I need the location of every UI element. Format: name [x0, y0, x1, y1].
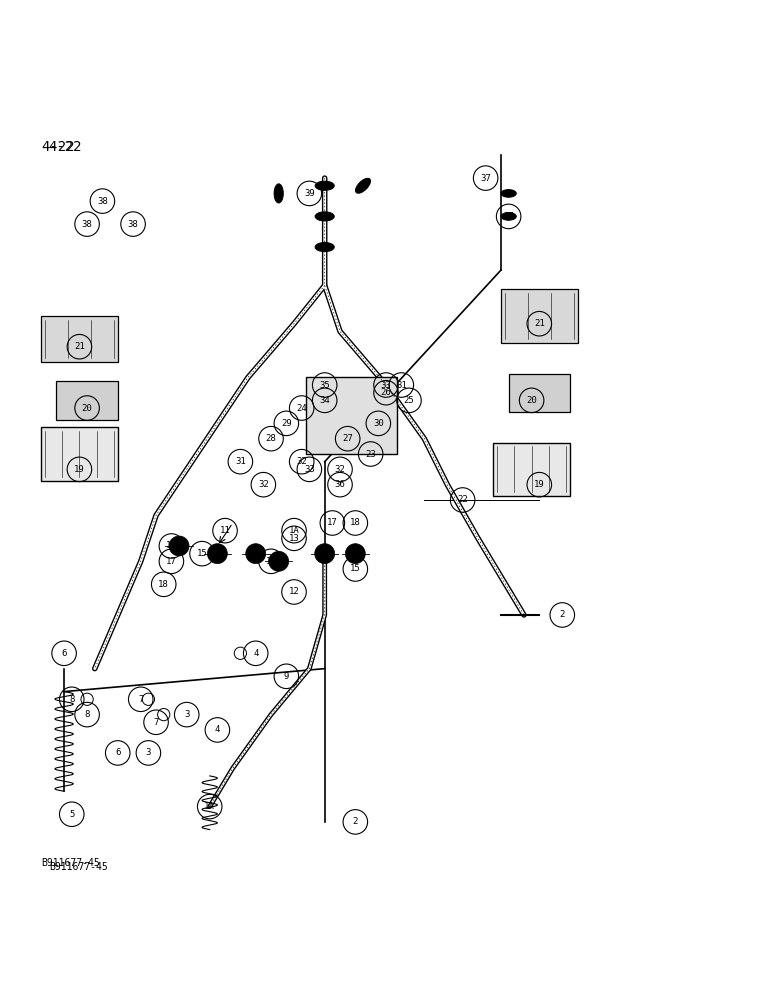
Circle shape: [157, 708, 170, 721]
Text: 38: 38: [82, 220, 93, 229]
Ellipse shape: [501, 190, 516, 197]
Text: 4: 4: [253, 649, 259, 658]
Text: 37: 37: [503, 212, 514, 221]
Text: B911677-45: B911677-45: [41, 858, 100, 868]
Circle shape: [345, 544, 365, 564]
FancyBboxPatch shape: [306, 377, 398, 454]
Text: 20: 20: [527, 396, 537, 405]
Text: 4-22: 4-22: [49, 140, 83, 154]
FancyBboxPatch shape: [501, 289, 577, 343]
Text: 5: 5: [69, 810, 74, 819]
Text: 8: 8: [69, 695, 74, 704]
Ellipse shape: [355, 178, 371, 193]
FancyBboxPatch shape: [41, 427, 118, 481]
Text: 1A: 1A: [289, 526, 300, 535]
Text: 32: 32: [296, 457, 307, 466]
Text: 3: 3: [146, 748, 151, 757]
Circle shape: [234, 647, 246, 659]
Circle shape: [208, 544, 227, 564]
Circle shape: [81, 693, 93, 705]
Text: 18: 18: [350, 518, 361, 527]
Text: 31: 31: [396, 381, 407, 390]
Ellipse shape: [315, 242, 334, 252]
Ellipse shape: [501, 213, 516, 220]
Text: 32: 32: [258, 480, 269, 489]
Text: 21: 21: [534, 319, 545, 328]
Text: 21: 21: [74, 342, 85, 351]
Text: 38: 38: [127, 220, 138, 229]
Text: 6: 6: [115, 748, 120, 757]
Text: 10: 10: [166, 541, 177, 550]
Text: 18: 18: [158, 580, 169, 589]
Text: 28: 28: [266, 434, 276, 443]
Text: 12: 12: [289, 587, 300, 596]
FancyBboxPatch shape: [56, 381, 118, 420]
Text: 19: 19: [74, 465, 85, 474]
Text: 2: 2: [353, 817, 358, 826]
Text: 38: 38: [97, 197, 108, 206]
Text: 24: 24: [296, 404, 307, 413]
Circle shape: [315, 544, 334, 564]
Text: 4-22: 4-22: [41, 140, 75, 154]
Text: 3: 3: [184, 710, 189, 719]
Ellipse shape: [315, 212, 334, 221]
FancyBboxPatch shape: [493, 443, 570, 496]
Text: 31: 31: [235, 457, 245, 466]
Text: 11: 11: [220, 526, 230, 535]
Text: 17: 17: [327, 518, 337, 527]
Text: 33: 33: [304, 465, 315, 474]
Text: 15: 15: [197, 549, 208, 558]
Text: 8: 8: [84, 710, 90, 719]
FancyBboxPatch shape: [509, 374, 570, 412]
Text: 4: 4: [215, 725, 220, 734]
Text: 2: 2: [560, 610, 565, 619]
Text: 7: 7: [154, 718, 159, 727]
Text: 39: 39: [304, 189, 315, 198]
Text: 7: 7: [138, 695, 144, 704]
Text: 17: 17: [166, 557, 177, 566]
Text: 19: 19: [534, 480, 545, 489]
Circle shape: [169, 536, 189, 556]
Text: 32: 32: [334, 465, 345, 474]
Text: 25: 25: [404, 396, 415, 405]
Circle shape: [269, 551, 289, 571]
Text: 37: 37: [480, 174, 491, 183]
Text: 35: 35: [320, 381, 330, 390]
Text: 29: 29: [281, 419, 292, 428]
Circle shape: [245, 544, 266, 564]
Text: 33: 33: [381, 381, 391, 390]
Text: 30: 30: [373, 419, 384, 428]
Text: 26: 26: [381, 388, 391, 397]
Text: 23: 23: [365, 450, 376, 459]
Circle shape: [142, 693, 154, 705]
Text: B911677-45: B911677-45: [49, 862, 107, 872]
Text: 13: 13: [289, 534, 300, 543]
Ellipse shape: [315, 181, 334, 190]
Text: 34: 34: [320, 396, 330, 405]
Text: 36: 36: [334, 480, 345, 489]
Text: 6: 6: [62, 649, 67, 658]
Text: 20: 20: [82, 404, 93, 413]
Ellipse shape: [274, 184, 283, 203]
Text: 9: 9: [283, 672, 289, 681]
Text: 15: 15: [350, 564, 361, 573]
Text: 1A: 1A: [205, 802, 215, 811]
FancyBboxPatch shape: [41, 316, 118, 362]
Text: 14: 14: [266, 557, 276, 566]
Text: 22: 22: [457, 495, 468, 504]
Text: 27: 27: [342, 434, 353, 443]
